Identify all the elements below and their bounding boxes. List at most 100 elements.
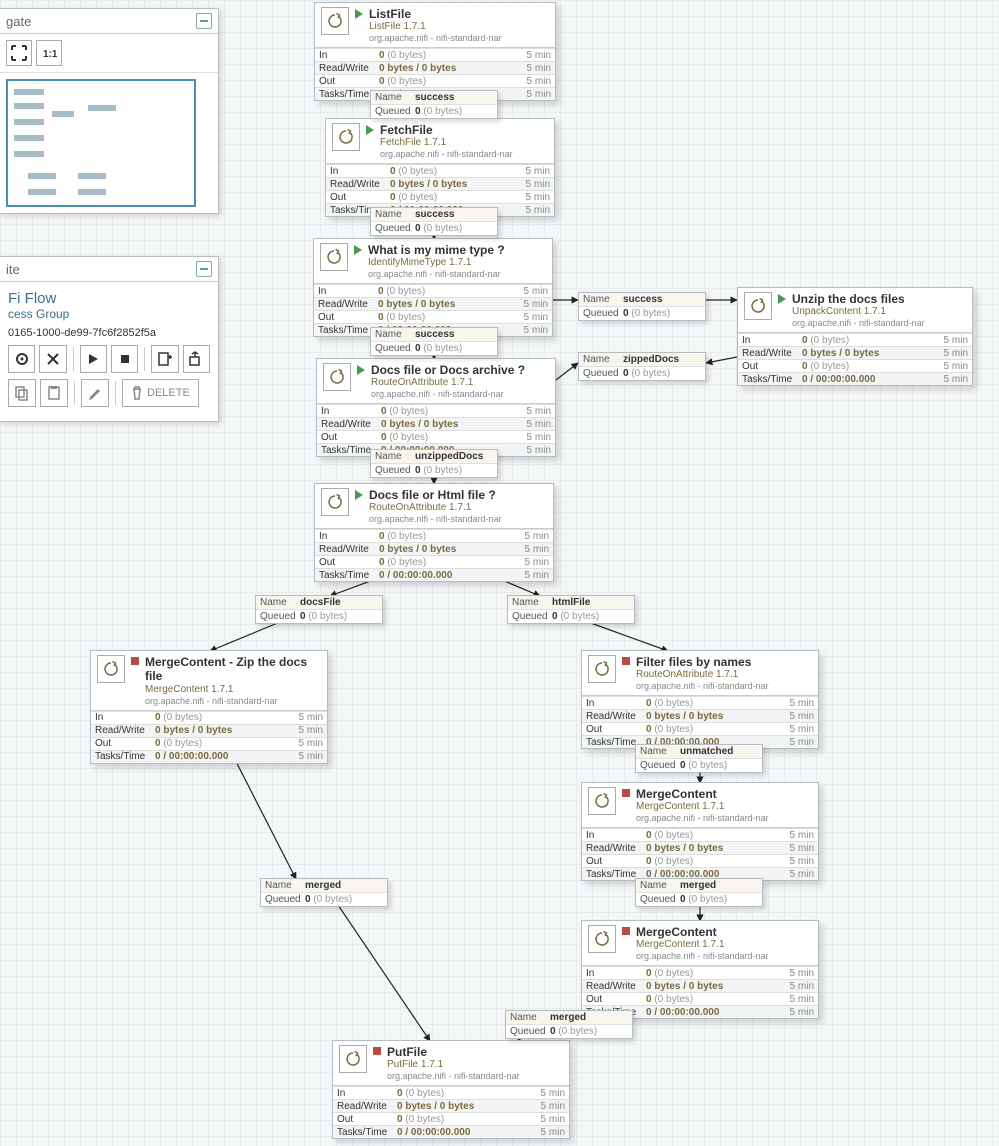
stat-row: Out0 (0 bytes)5 min (582, 722, 818, 735)
processor-p5[interactable]: Unzip the docs filesUnpackContent 1.7.1o… (737, 287, 973, 386)
stat-row: Read/Write0 bytes / 0 bytes5 min (326, 177, 554, 190)
stat-row: Out0 (0 bytes)5 min (315, 555, 553, 568)
processor-type: MergeContent 1.7.1 (636, 939, 769, 951)
flow-type: cess Group (8, 307, 210, 321)
connection-c8[interactable]: NamehtmlFileQueued0 (0 bytes) (507, 595, 635, 624)
processor-type: RouteOnAttribute 1.7.1 (371, 377, 525, 389)
processor-name: Filter files by names (636, 655, 769, 669)
stopped-icon (622, 927, 630, 935)
running-icon (357, 365, 365, 375)
processor-type: MergeContent 1.7.1 (636, 801, 769, 813)
zoom-actual-icon[interactable]: 1:1 (36, 40, 62, 66)
connection-c2[interactable]: NamesuccessQueued0 (0 bytes) (370, 207, 498, 236)
connection-c11[interactable]: NamemergedQueued0 (0 bytes) (260, 878, 388, 907)
processor-p3[interactable]: What is my mime type ?IdentifyMimeType 1… (313, 238, 553, 337)
birdseye-view[interactable] (6, 79, 196, 207)
template-create-icon[interactable] (151, 345, 178, 373)
processor-bundle: org.apache.nifi - nifi-standard-nar (636, 813, 769, 824)
processor-bundle: org.apache.nifi - nifi-standard-nar (380, 149, 513, 160)
processor-icon (588, 655, 616, 683)
stat-row: Tasks/Time0 / 00:00:00.0005 min (333, 1125, 569, 1138)
running-icon (355, 9, 363, 19)
connection-c12[interactable]: NamemergedQueued0 (0 bytes) (505, 1010, 633, 1039)
connection-c4[interactable]: NamesuccessQueued0 (0 bytes) (578, 292, 706, 321)
operate-collapse-icon[interactable] (196, 261, 212, 277)
processor-icon (97, 655, 125, 683)
color-icon[interactable] (81, 379, 109, 407)
delete-button[interactable]: DELETE (122, 379, 199, 407)
processor-name: Docs file or Html file ? (369, 488, 502, 502)
processor-type: ListFile 1.7.1 (369, 21, 502, 33)
processor-bundle: org.apache.nifi - nifi-standard-nar (368, 269, 505, 280)
stat-row: Read/Write0 bytes / 0 bytes5 min (582, 709, 818, 722)
processor-icon (323, 363, 351, 391)
stat-row: In0 (0 bytes)5 min (582, 966, 818, 979)
stopped-icon (373, 1047, 381, 1055)
processor-name: FetchFile (380, 123, 513, 137)
processor-p7[interactable]: MergeContent - Zip the docs fileMergeCon… (90, 650, 328, 764)
processor-icon (588, 925, 616, 953)
processor-p6[interactable]: Docs file or Html file ?RouteOnAttribute… (314, 483, 554, 582)
template-upload-icon[interactable] (183, 345, 210, 373)
flow-uuid: 0165-1000-de99-7fc6f2852f5a (8, 327, 210, 339)
navigate-collapse-icon[interactable] (196, 13, 212, 29)
processor-name: ListFile (369, 7, 502, 21)
connection-c7[interactable]: NamedocsFileQueued0 (0 bytes) (255, 595, 383, 624)
processor-p1[interactable]: ListFileListFile 1.7.1org.apache.nifi - … (314, 2, 556, 101)
stat-row: Out0 (0 bytes)5 min (333, 1112, 569, 1125)
stat-row: Read/Write0 bytes / 0 bytes5 min (317, 417, 555, 430)
connection-c9[interactable]: NameunmatchedQueued0 (0 bytes) (635, 744, 763, 773)
stat-row: Out0 (0 bytes)5 min (326, 190, 554, 203)
stop-icon[interactable] (111, 345, 138, 373)
processor-icon (321, 7, 349, 35)
stat-row: Read/Write0 bytes / 0 bytes5 min (91, 724, 327, 737)
running-icon (355, 490, 363, 500)
stat-row: Read/Write0 bytes / 0 bytes5 min (738, 346, 972, 359)
start-icon[interactable] (80, 345, 107, 373)
stat-row: Out0 (0 bytes)5 min (91, 737, 327, 750)
variables-icon[interactable] (39, 345, 66, 373)
zoom-fit-icon[interactable] (6, 40, 32, 66)
processor-icon (320, 243, 348, 271)
configure-icon[interactable] (8, 345, 35, 373)
stat-row: Read/Write0 bytes / 0 bytes5 min (315, 61, 555, 74)
processor-p2[interactable]: FetchFileFetchFile 1.7.1org.apache.nifi … (325, 118, 555, 217)
stat-row: Out0 (0 bytes)5 min (738, 359, 972, 372)
processor-p11[interactable]: PutFilePutFile 1.7.1org.apache.nifi - ni… (332, 1040, 570, 1139)
processor-name: MergeContent - Zip the docs file (145, 655, 321, 684)
connection-c6[interactable]: NameunzippedDocsQueued0 (0 bytes) (370, 449, 498, 478)
processor-p10[interactable]: MergeContentMergeContent 1.7.1org.apache… (581, 920, 819, 1019)
connection-c3[interactable]: NamesuccessQueued0 (0 bytes) (370, 327, 498, 356)
stat-row: In0 (0 bytes)5 min (326, 164, 554, 177)
copy-icon[interactable] (8, 379, 36, 407)
stat-row: In0 (0 bytes)5 min (582, 696, 818, 709)
processor-bundle: org.apache.nifi - nifi-standard-nar (369, 514, 502, 525)
stat-row: Out0 (0 bytes)5 min (582, 854, 818, 867)
processor-type: FetchFile 1.7.1 (380, 137, 513, 149)
stat-row: In0 (0 bytes)5 min (314, 284, 552, 297)
processor-bundle: org.apache.nifi - nifi-standard-nar (792, 318, 925, 329)
processor-p8[interactable]: Filter files by namesRouteOnAttribute 1.… (581, 650, 819, 749)
processor-p4[interactable]: Docs file or Docs archive ?RouteOnAttrib… (316, 358, 556, 457)
stat-row: In0 (0 bytes)5 min (333, 1086, 569, 1099)
stat-row: Out0 (0 bytes)5 min (317, 430, 555, 443)
paste-icon[interactable] (40, 379, 68, 407)
stat-row: Read/Write0 bytes / 0 bytes5 min (582, 979, 818, 992)
connection-c10[interactable]: NamemergedQueued0 (0 bytes) (635, 878, 763, 907)
running-icon (354, 245, 362, 255)
processor-p9[interactable]: MergeContentMergeContent 1.7.1org.apache… (581, 782, 819, 881)
stat-row: Tasks/Time0 / 00:00:00.0005 min (738, 372, 972, 385)
processor-type: UnpackContent 1.7.1 (792, 306, 925, 318)
navigate-panel: gate 1:1 (0, 8, 219, 214)
flow-name: Fi Flow (8, 290, 210, 307)
running-icon (778, 294, 786, 304)
stat-row: Out0 (0 bytes)5 min (582, 992, 818, 1005)
connection-c1[interactable]: NamesuccessQueued0 (0 bytes) (370, 90, 498, 119)
processor-type: PutFile 1.7.1 (387, 1059, 520, 1071)
processor-bundle: org.apache.nifi - nifi-standard-nar (145, 696, 321, 707)
connection-c5[interactable]: NamezippedDocsQueued0 (0 bytes) (578, 352, 706, 381)
svg-text:1:1: 1:1 (43, 49, 57, 60)
processor-bundle: org.apache.nifi - nifi-standard-nar (636, 681, 769, 692)
stopped-icon (622, 657, 630, 665)
processor-name: PutFile (387, 1045, 520, 1059)
